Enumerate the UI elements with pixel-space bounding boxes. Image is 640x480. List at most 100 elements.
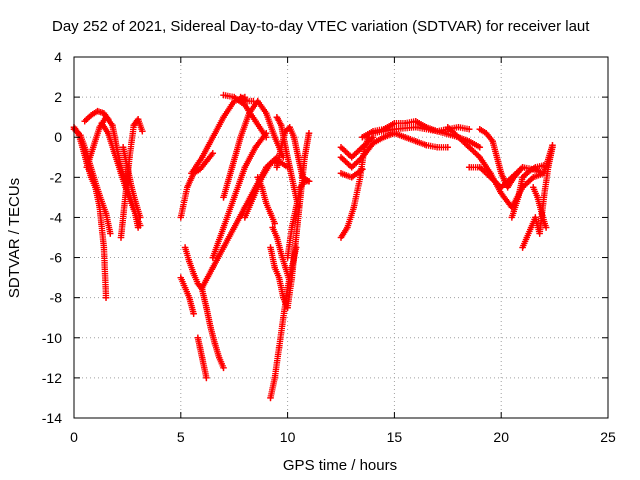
data-point (476, 154, 484, 161)
data-point (220, 364, 227, 372)
data-point (250, 194, 257, 201)
data-point (263, 109, 270, 117)
series-arc-35 (508, 162, 548, 221)
y-tick-label: 2 (54, 89, 62, 105)
data-point (290, 134, 298, 141)
data-point (348, 164, 355, 171)
series-arc-29 (337, 166, 366, 181)
data-point (231, 194, 238, 201)
series-arc-25 (284, 178, 313, 261)
data-point (220, 224, 227, 231)
data-point (412, 138, 419, 145)
series-arc-9 (177, 274, 197, 317)
data-point (359, 134, 366, 141)
data-point (209, 150, 217, 157)
data-point (250, 97, 257, 105)
data-point (203, 158, 210, 165)
series-arc-27 (337, 130, 451, 171)
data-point (139, 128, 146, 135)
data-point (102, 113, 110, 121)
data-point (288, 224, 296, 231)
data-point (263, 200, 270, 207)
data-point (190, 270, 197, 277)
data-point (231, 93, 238, 101)
series-arc-13 (198, 154, 281, 291)
data-point (284, 254, 291, 261)
data-point (102, 210, 110, 217)
data-point (184, 184, 191, 191)
series-arc-22 (269, 224, 293, 285)
series-arc-24 (273, 113, 302, 211)
data-point (305, 178, 313, 185)
y-tick-label: -10 (42, 330, 62, 346)
data-point (117, 234, 125, 241)
data-point (532, 164, 539, 171)
data-point (100, 109, 108, 117)
plot-frame (73, 56, 609, 419)
data-point (132, 200, 140, 207)
data-point (286, 123, 293, 131)
data-series (70, 91, 556, 402)
data-point (190, 310, 197, 317)
data-point (77, 132, 84, 139)
data-point (412, 123, 419, 131)
data-point (292, 244, 300, 251)
data-point (357, 174, 364, 181)
data-point (391, 119, 398, 127)
x-tick-label: 25 (600, 429, 616, 445)
data-point (369, 140, 377, 147)
data-point (359, 166, 366, 173)
data-point (519, 244, 526, 251)
data-point (284, 284, 291, 291)
data-point (305, 130, 313, 137)
data-point (267, 210, 274, 217)
data-point (117, 170, 125, 177)
y-tick-label: 4 (54, 49, 62, 65)
data-point (271, 134, 278, 141)
data-point (523, 234, 531, 241)
data-point (228, 164, 236, 171)
data-point (337, 154, 345, 161)
y-tick-label: -2 (50, 169, 63, 185)
data-point (137, 222, 144, 229)
data-point (337, 234, 345, 241)
data-point (286, 278, 293, 285)
y-tick-label: -14 (42, 410, 62, 426)
data-point (292, 204, 300, 211)
data-point (504, 184, 511, 191)
data-point (337, 170, 345, 177)
data-point (81, 117, 88, 125)
series-arc-36 (519, 144, 556, 251)
data-point (290, 184, 298, 191)
data-point (220, 194, 227, 201)
data-point (111, 150, 118, 157)
data-point (295, 154, 302, 161)
data-point (198, 284, 206, 291)
data-point (209, 254, 217, 261)
data-point (107, 230, 114, 237)
data-point (519, 174, 526, 181)
data-point (203, 374, 210, 382)
series-arc-16 (220, 91, 270, 141)
series-arc-11 (194, 334, 210, 382)
data-point (359, 144, 366, 151)
data-point (273, 164, 281, 171)
data-point (198, 154, 206, 161)
data-point (433, 144, 441, 151)
data-point (540, 194, 548, 201)
data-point (243, 97, 251, 105)
data-point (465, 138, 473, 145)
data-point (87, 111, 95, 119)
data-point (508, 214, 516, 221)
series-arc-10 (181, 244, 227, 372)
x-tick-label: 0 (70, 429, 78, 445)
series-arc-19 (254, 174, 278, 227)
data-point (455, 123, 462, 131)
data-point (102, 294, 110, 301)
data-point (83, 164, 91, 171)
data-point (220, 113, 227, 121)
y-tick-label: -8 (50, 290, 63, 306)
data-point (282, 264, 289, 271)
data-point (277, 121, 285, 129)
